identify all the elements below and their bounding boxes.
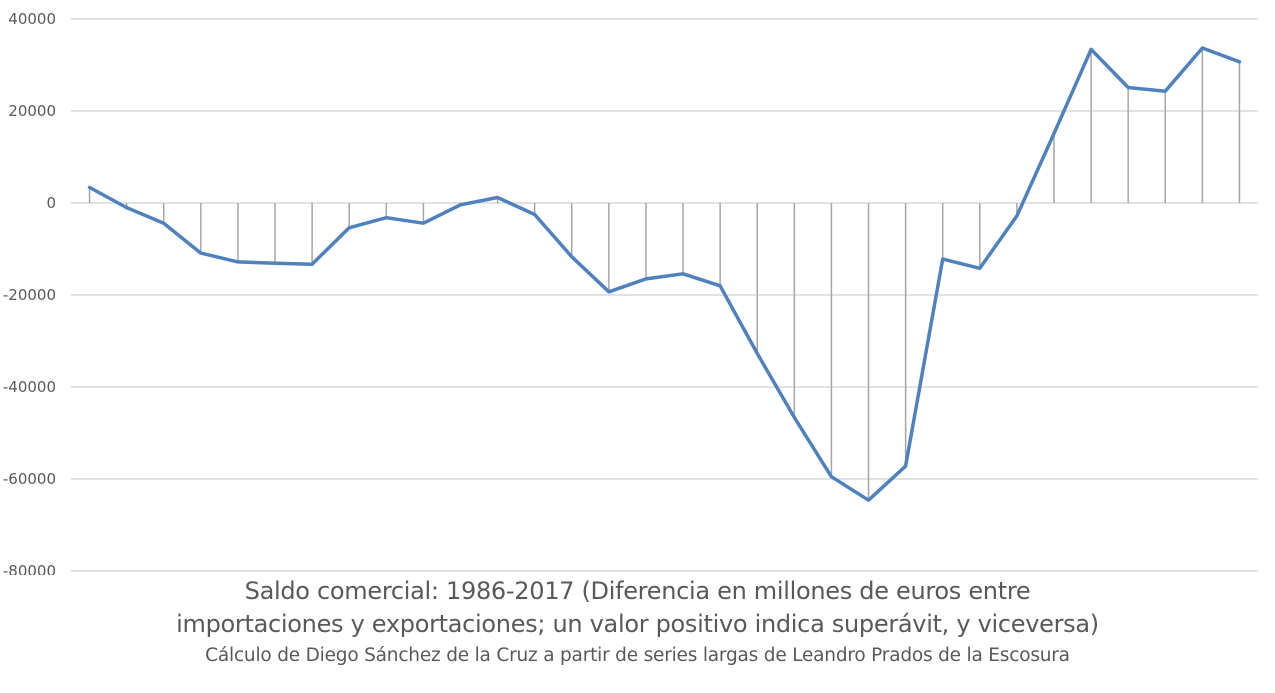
y-tick-label: 0 bbox=[46, 194, 56, 212]
y-tick-label: 40000 bbox=[8, 10, 56, 28]
y-axis-labels: 40000 20000 0 -20000 -40000 -60000 -80000 bbox=[3, 10, 56, 575]
y-tick-label: -80000 bbox=[3, 562, 56, 575]
y-tick-label: -60000 bbox=[3, 470, 56, 488]
y-tick-label: 20000 bbox=[8, 102, 56, 120]
y-tick-label: -20000 bbox=[3, 286, 56, 304]
gridlines bbox=[71, 18, 1258, 572]
drop-lines bbox=[88, 47, 1241, 501]
y-tick-label: -40000 bbox=[3, 378, 56, 396]
line-chart: 40000 20000 0 -20000 -40000 -60000 -80000 bbox=[3, 10, 1258, 575]
series-line-saldo-comercial bbox=[87, 46, 1242, 502]
chart-subtitle: Cálculo de Diego Sánchez de la Cruz a pa… bbox=[205, 645, 1070, 666]
chart-title-line-2: importaciones y exportaciones; un valor … bbox=[176, 610, 1099, 638]
chart-title-line-1: Saldo comercial: 1986-2017 (Diferencia e… bbox=[244, 577, 1031, 605]
